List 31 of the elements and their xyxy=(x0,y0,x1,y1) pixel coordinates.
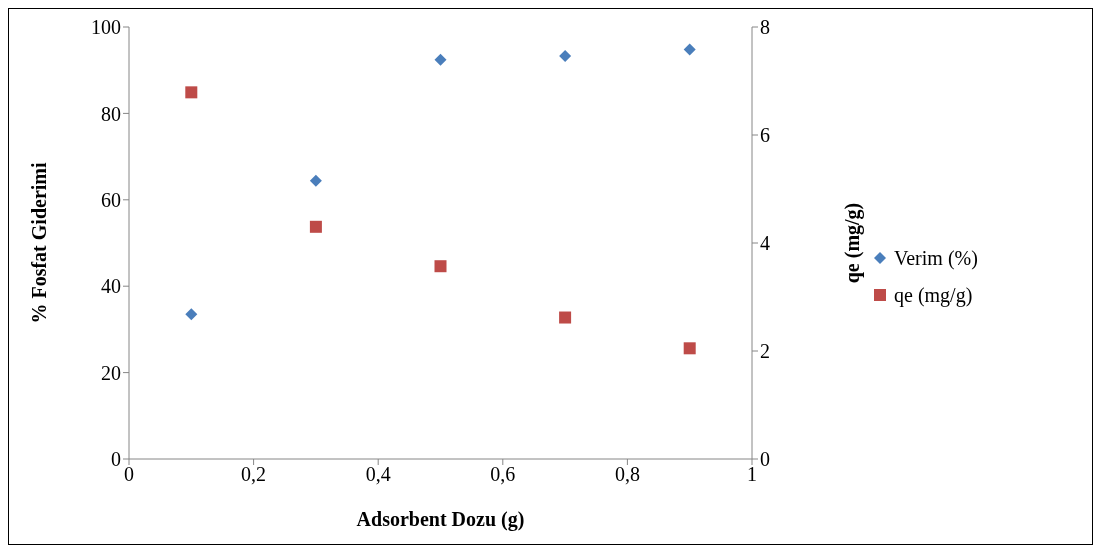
legend-label: Verim (%) xyxy=(894,246,978,270)
y2-tick-label: 0 xyxy=(760,448,770,471)
point xyxy=(309,220,322,233)
point xyxy=(683,342,696,355)
x-axis-title: Adsorbent Dozu (g) xyxy=(356,508,525,531)
point xyxy=(185,308,198,321)
y-tick-label: 60 xyxy=(101,188,121,211)
point xyxy=(434,53,447,66)
y2-tick-label: 8 xyxy=(760,16,770,39)
x-tick-label: 0,4 xyxy=(365,463,391,486)
x-tick-label: 1 xyxy=(747,463,757,486)
point xyxy=(434,260,447,273)
x-tick-label: 0,2 xyxy=(241,463,267,486)
y2-axis-title: qe (mg/g) xyxy=(841,202,865,284)
y-tick-label: 0 xyxy=(111,448,121,471)
x-tick-label: 0,8 xyxy=(614,463,640,486)
y-axis-title: % Fosfat Giderimi xyxy=(28,162,51,324)
y-tick-label: 80 xyxy=(101,102,121,125)
point xyxy=(309,174,322,187)
point xyxy=(683,43,696,56)
y2-tick-label: 2 xyxy=(760,340,770,363)
point xyxy=(185,86,198,99)
y-tick-label: 40 xyxy=(101,275,121,298)
x-tick-label: 0,6 xyxy=(490,463,516,486)
point xyxy=(559,311,572,324)
y-tick-label: 20 xyxy=(101,361,121,384)
y-tick-label: 100 xyxy=(91,16,121,39)
point xyxy=(559,49,572,62)
y2-tick-label: 4 xyxy=(760,232,770,255)
legend-label: qe (mg/g) xyxy=(894,283,973,307)
y2-tick-label: 6 xyxy=(760,124,770,147)
